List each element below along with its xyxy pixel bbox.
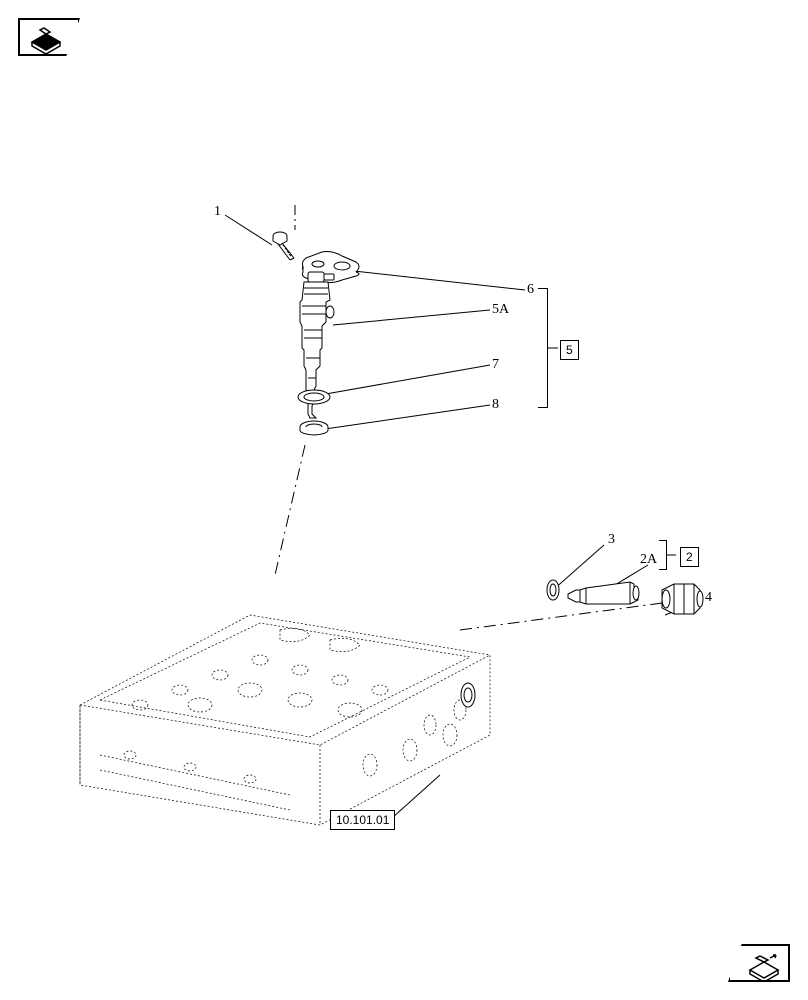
ref-box-head: 10.101.01 [330,810,395,830]
leader-lines [0,0,808,1000]
bracket-5-tick [0,0,808,1000]
bracket-group-2 [659,540,667,570]
callout-1: 1 [214,204,221,220]
callout-6: 6 [527,282,534,298]
diagram-canvas: 1 6 5A 7 8 3 2A 4 5 2 10.101.01 [0,0,808,1000]
part-nut-4 [656,580,704,620]
badge-top-left [18,18,80,56]
callout-8: 8 [492,397,499,413]
part-oring-7 [296,388,332,406]
group-ref-2: 2 [680,547,699,567]
callout-3: 3 [608,532,615,548]
part-oring-3 [540,578,566,602]
part-washer-8 [298,420,330,436]
bracket-2-tick [0,0,808,1000]
part-connector-2a [566,576,656,616]
badge-bottom-right [728,944,790,982]
group-ref-5: 5 [560,340,579,360]
callout-2a: 2A [640,552,657,568]
callout-5a: 5A [492,302,509,318]
bracket-group-5 [538,288,548,408]
callout-4: 4 [705,590,712,606]
callout-7: 7 [492,357,499,373]
part-cylinder-head [70,555,500,835]
